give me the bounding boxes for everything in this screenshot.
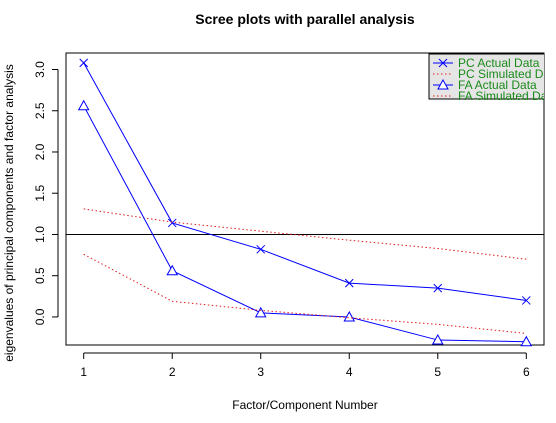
x-marker bbox=[433, 283, 443, 293]
y-tick-label: 2.0 bbox=[33, 143, 47, 160]
plot-frame bbox=[65, 52, 545, 346]
x-tick-label: 1 bbox=[80, 365, 87, 379]
x-marker bbox=[344, 278, 354, 288]
x-tick-label: 5 bbox=[434, 365, 441, 379]
legend-label: FA Actual Data bbox=[458, 78, 537, 92]
triangle-marker bbox=[343, 310, 356, 322]
x-tick-label: 2 bbox=[169, 365, 176, 379]
x-axis-label: Factor/Component Number bbox=[232, 398, 377, 412]
x-tick-label: 4 bbox=[346, 365, 353, 379]
y-tick-label: 1.0 bbox=[33, 226, 47, 243]
x-tick-label: 3 bbox=[257, 365, 264, 379]
triangle-marker bbox=[166, 264, 179, 276]
y-tick-label: 2.5 bbox=[33, 102, 47, 119]
legend-box bbox=[428, 53, 544, 100]
triangle-marker bbox=[431, 334, 444, 345]
legend-label: PC Simulated Data bbox=[458, 67, 556, 81]
x-marker bbox=[167, 218, 177, 228]
x-marker bbox=[521, 296, 531, 305]
x-marker bbox=[256, 244, 266, 254]
legend-label: PC Actual Data bbox=[458, 56, 540, 70]
triangle-marker bbox=[520, 335, 533, 347]
triangle-marker bbox=[77, 99, 90, 111]
x-marker bbox=[79, 58, 89, 68]
triangle-marker bbox=[254, 306, 267, 318]
legend-label: FA Simulated Data bbox=[458, 89, 556, 103]
triangle-marker bbox=[437, 78, 449, 90]
series-line bbox=[83, 62, 527, 301]
y-tick-label: 0.5 bbox=[33, 267, 47, 284]
x-tick-label: 6 bbox=[523, 365, 530, 379]
y-tick-label: 0.0 bbox=[33, 308, 47, 325]
y-tick-label: 3.0 bbox=[33, 61, 47, 78]
series-1 bbox=[79, 58, 531, 305]
y-axis-label: eigenvalues of principal components and … bbox=[2, 64, 16, 362]
chart-title: Scree plots with parallel analysis bbox=[195, 11, 415, 27]
x-marker bbox=[438, 58, 448, 68]
y-tick-label: 1.5 bbox=[33, 185, 47, 202]
series-line bbox=[83, 105, 527, 343]
series-3 bbox=[77, 99, 533, 347]
